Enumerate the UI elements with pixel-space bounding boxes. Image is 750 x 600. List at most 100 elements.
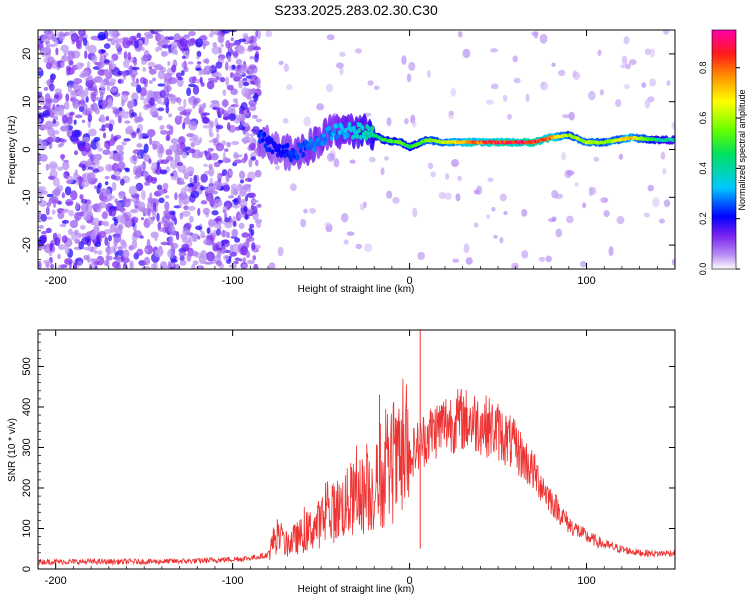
noise-blob bbox=[235, 58, 243, 65]
noise-blob bbox=[192, 84, 200, 95]
noise-blob bbox=[324, 222, 332, 227]
noise-blob bbox=[170, 44, 177, 55]
noise-blob bbox=[201, 117, 210, 124]
noise-blob bbox=[132, 149, 142, 155]
noise-blob bbox=[66, 179, 73, 185]
colorbar-tick-label: 0.2 bbox=[698, 212, 708, 225]
noise-blob bbox=[79, 73, 88, 78]
noise-blob bbox=[81, 119, 86, 124]
spectrogram-x-label: Height of straight line (km) bbox=[298, 284, 415, 295]
noise-blob bbox=[487, 177, 494, 183]
noise-blob bbox=[190, 250, 199, 257]
noise-blob bbox=[660, 151, 666, 160]
noise-blob bbox=[127, 51, 132, 61]
noise-blob bbox=[289, 183, 297, 192]
noise-blob bbox=[512, 55, 518, 63]
colorbar-ticks: 0.0 0.2 0.4 0.6 0.8 bbox=[698, 61, 740, 275]
noise-blob bbox=[60, 210, 68, 214]
x-tick-label: -200 bbox=[45, 275, 67, 287]
noise-blob bbox=[77, 260, 83, 267]
noise-blob bbox=[152, 201, 157, 212]
noise-blob bbox=[183, 34, 190, 39]
noise-blob bbox=[188, 215, 194, 223]
noise-blob bbox=[191, 233, 200, 240]
noise-blob bbox=[125, 126, 134, 134]
noise-blob bbox=[136, 84, 142, 94]
noise-blob bbox=[250, 204, 255, 211]
noise-blob bbox=[93, 185, 98, 190]
noise-blob bbox=[210, 152, 219, 161]
noise-blob bbox=[73, 77, 83, 84]
noise-blob bbox=[92, 217, 100, 227]
noise-blob bbox=[122, 249, 130, 259]
noise-blob bbox=[129, 260, 134, 269]
noise-blob bbox=[130, 112, 137, 118]
noise-blob bbox=[183, 66, 189, 73]
noise-blob bbox=[38, 96, 46, 106]
noise-blob bbox=[64, 31, 69, 37]
noise-blob bbox=[195, 225, 202, 231]
noise-blob bbox=[427, 162, 434, 170]
noise-blob bbox=[45, 216, 53, 220]
noise-blob bbox=[163, 222, 170, 228]
noise-blob bbox=[52, 177, 60, 187]
signal-core bbox=[359, 134, 363, 140]
noise-blob bbox=[110, 133, 115, 143]
noise-blob bbox=[38, 225, 44, 229]
noise-blob bbox=[187, 38, 196, 47]
noise-blob bbox=[562, 114, 570, 119]
noise-blob bbox=[621, 55, 628, 65]
noise-blob bbox=[641, 82, 647, 88]
noise-blob bbox=[620, 64, 628, 69]
noise-blob bbox=[89, 246, 95, 253]
noise-blob bbox=[38, 200, 48, 207]
noise-blob bbox=[246, 107, 250, 114]
noise-blob bbox=[45, 137, 55, 143]
noise-blob bbox=[256, 203, 262, 208]
noise-blob bbox=[136, 166, 143, 175]
noise-blob bbox=[40, 213, 47, 222]
noise-blob bbox=[139, 87, 147, 97]
noise-blob bbox=[226, 84, 234, 91]
noise-blob bbox=[191, 263, 196, 269]
noise-blob bbox=[157, 107, 165, 112]
noise-blob bbox=[109, 64, 116, 70]
noise-blob bbox=[206, 80, 215, 90]
noise-blob bbox=[227, 55, 232, 63]
noise-blob bbox=[148, 158, 152, 164]
noise-blob bbox=[255, 159, 259, 167]
noise-blob bbox=[84, 87, 89, 97]
noise-blob bbox=[195, 38, 204, 48]
noise-blob bbox=[248, 158, 253, 168]
noise-blob bbox=[202, 207, 210, 215]
noise-blob bbox=[232, 98, 237, 103]
noise-blob bbox=[618, 153, 624, 160]
noise-blob bbox=[247, 44, 255, 51]
noise-blob bbox=[202, 43, 206, 50]
colorbar-gradient bbox=[711, 29, 737, 270]
noise-blob bbox=[146, 54, 153, 60]
noise-blob bbox=[57, 253, 61, 260]
noise-blob bbox=[107, 234, 113, 242]
noise-blob bbox=[59, 223, 66, 227]
noise-blob bbox=[237, 195, 241, 205]
noise-blob bbox=[566, 170, 575, 176]
noise-blob bbox=[101, 211, 109, 220]
noise-blob bbox=[59, 107, 65, 117]
noise-blob bbox=[603, 209, 610, 218]
noise-blob bbox=[210, 79, 218, 83]
noise-blob bbox=[70, 91, 78, 99]
noise-blob bbox=[485, 99, 494, 105]
noise-blob bbox=[154, 63, 163, 69]
noise-blob bbox=[46, 30, 54, 40]
noise-blob bbox=[159, 169, 168, 175]
noise-blob bbox=[79, 30, 84, 35]
noise-blob bbox=[124, 120, 131, 124]
noise-blob bbox=[184, 222, 192, 230]
signal-core bbox=[287, 150, 292, 156]
noise-blob bbox=[238, 214, 246, 218]
noise-blob bbox=[412, 121, 417, 128]
signal-core bbox=[336, 133, 340, 139]
noise-blob bbox=[233, 72, 240, 79]
noise-blob bbox=[244, 177, 252, 182]
